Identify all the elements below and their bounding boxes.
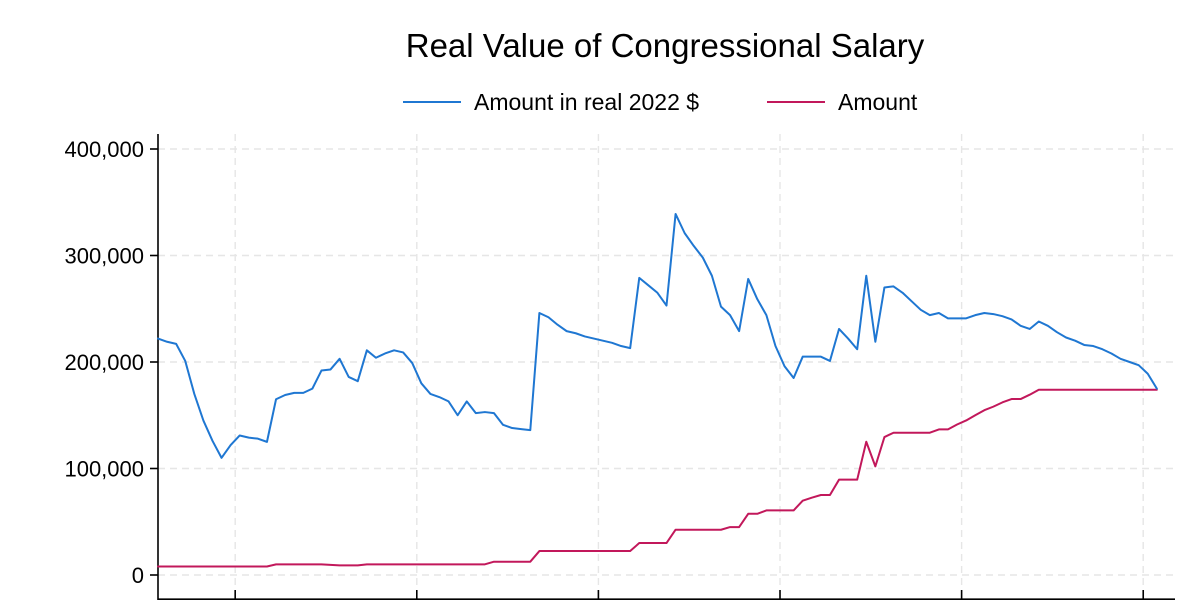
y-tick-label: 200,000 bbox=[64, 350, 144, 375]
chart-title-group: Real Value of Congressional Salary bbox=[406, 27, 925, 64]
chart-title: Real Value of Congressional Salary bbox=[406, 27, 925, 64]
legend-label-amount: Amount bbox=[838, 89, 918, 115]
y-tick-label: 100,000 bbox=[64, 457, 144, 482]
legend-label-real: Amount in real 2022 $ bbox=[474, 89, 699, 115]
gridlines bbox=[158, 134, 1175, 600]
legend: Amount in real 2022 $ Amount bbox=[403, 89, 918, 115]
series-line-amount bbox=[157, 388, 1158, 568]
y-tick-label: 0 bbox=[132, 563, 144, 588]
series-layer bbox=[157, 212, 1158, 568]
axes: 0 100,000 200,000 300,000 400,000 bbox=[64, 134, 1175, 600]
series-line-real bbox=[157, 212, 1158, 459]
y-tick-label: 400,000 bbox=[64, 137, 144, 162]
y-tick-label: 300,000 bbox=[64, 244, 144, 269]
